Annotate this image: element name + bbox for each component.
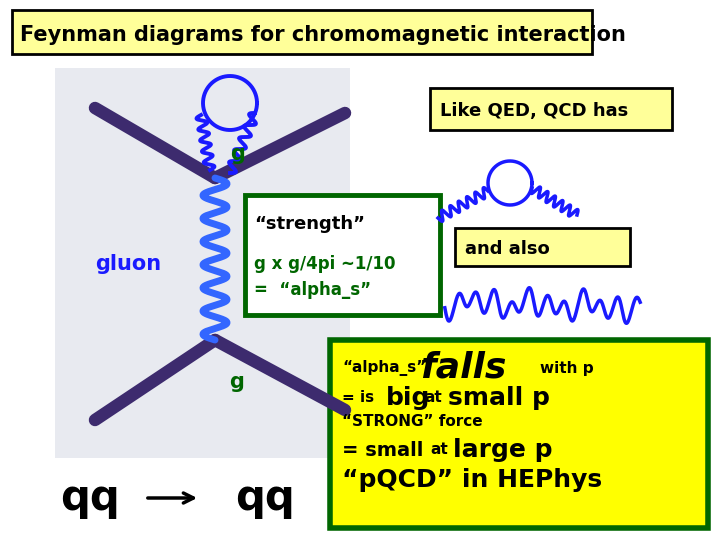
Text: Feynman diagrams for chromomagnetic interaction: Feynman diagrams for chromomagnetic inte…: [20, 25, 626, 45]
Text: and also: and also: [465, 240, 550, 258]
Text: “strength”: “strength”: [254, 215, 365, 233]
Text: big: big: [386, 386, 431, 410]
Text: g: g: [230, 372, 244, 392]
Text: g: g: [230, 144, 246, 164]
Text: small p: small p: [448, 386, 550, 410]
Text: “alpha_s”: “alpha_s”: [342, 360, 426, 376]
Bar: [430, 88, 672, 130]
Bar: [55, 68, 350, 458]
Bar: [330, 340, 708, 528]
Text: Like QED, QCD has: Like QED, QCD has: [440, 102, 629, 120]
Text: = is: = is: [342, 390, 374, 406]
Text: qq: qq: [235, 477, 295, 519]
Bar: [455, 228, 630, 266]
Text: falls: falls: [420, 351, 506, 385]
Bar: [245, 195, 440, 315]
Bar: [12, 10, 592, 54]
Text: large p: large p: [453, 438, 552, 462]
Text: with p: with p: [540, 361, 593, 375]
Text: =  “alpha_s”: = “alpha_s”: [254, 281, 371, 299]
Text: gluon: gluon: [95, 254, 161, 274]
Text: “pQCD” in HEPhys: “pQCD” in HEPhys: [342, 468, 602, 492]
Text: qq: qq: [60, 477, 120, 519]
Text: at: at: [430, 442, 448, 457]
Text: = small: = small: [342, 441, 423, 460]
Text: at: at: [424, 390, 442, 406]
Text: “STRONG” force: “STRONG” force: [342, 415, 482, 429]
Text: g x g/4pi ~1/10: g x g/4pi ~1/10: [254, 255, 395, 273]
